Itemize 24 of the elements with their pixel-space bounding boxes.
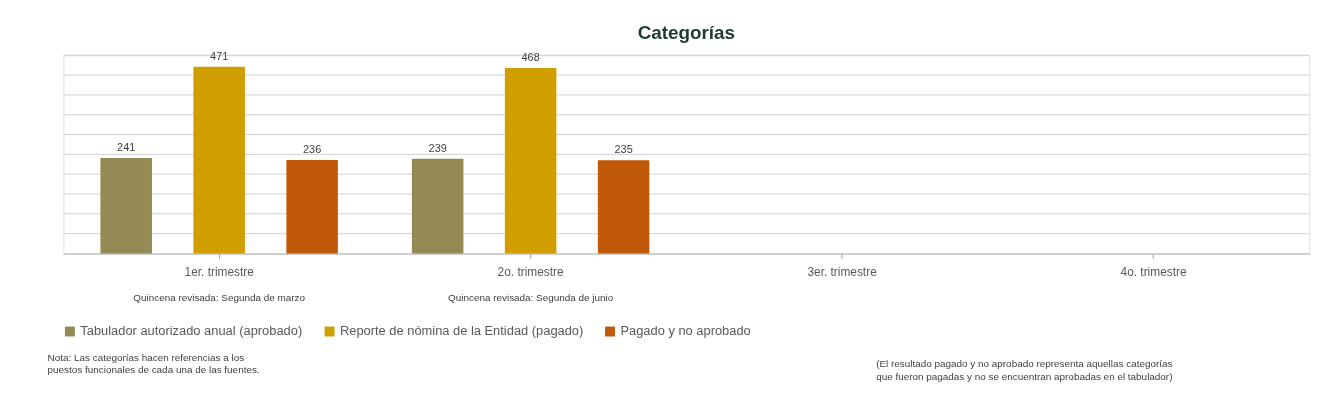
legend-label: Reporte de nómina de la Entidad (pagado) xyxy=(339,323,584,339)
data-label: 471 xyxy=(210,49,229,62)
x-tick-label: 4o. trimestre xyxy=(1120,264,1187,279)
chart-title: Categorías xyxy=(637,21,736,43)
bar xyxy=(504,67,557,254)
data-label: 235 xyxy=(614,143,633,156)
bar xyxy=(100,157,152,254)
data-label: 468 xyxy=(521,51,540,63)
text: Quincena revisada: Segunda de junio xyxy=(448,292,614,304)
text: Quincena revisada: Segunda de marzo xyxy=(133,292,306,304)
legend-label: Pagado y no aprobado xyxy=(620,323,751,339)
x-tick-label: 2o. trimestre xyxy=(497,264,565,279)
bar xyxy=(411,158,464,254)
data-label: 236 xyxy=(303,142,322,155)
bar xyxy=(597,160,650,254)
x-tick-label: 3er. trimestre xyxy=(807,264,878,279)
data-label: 239 xyxy=(428,141,447,154)
text: Nota: Las categorías hacen referencias a los puestos funcionales de cada una de las fuentes. xyxy=(47,351,260,376)
data-label: 241 xyxy=(117,140,136,153)
bar xyxy=(286,159,338,254)
text: (El resultado pagado y no aprobado representa aquellas categorías que fueron pagadas y no se encuentran aprobadas en el tabulador) xyxy=(876,358,1173,383)
x-tick-label: 1er. trimestre xyxy=(184,264,255,279)
bar xyxy=(193,66,245,254)
legend-label: Tabulador autorizado anual (aprobado) xyxy=(80,323,303,339)
